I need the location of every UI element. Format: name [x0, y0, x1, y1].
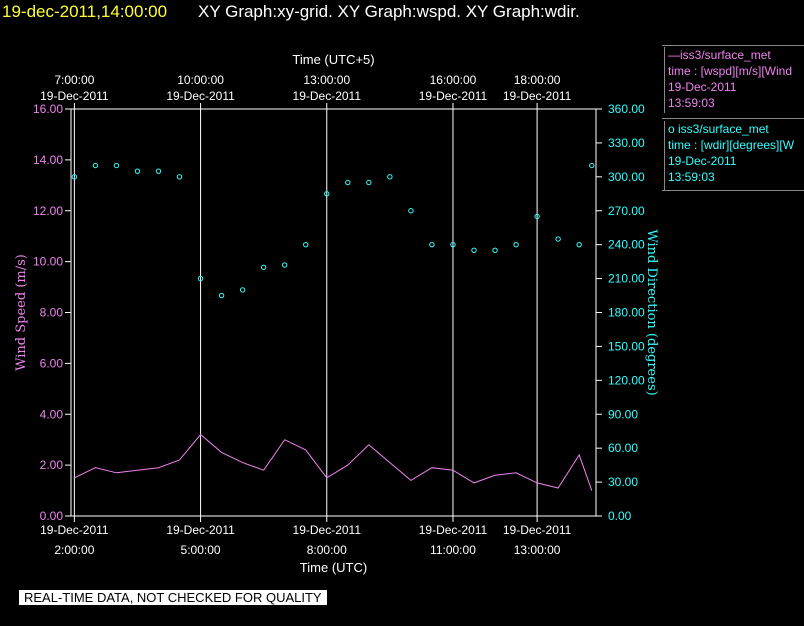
top-tick-date: 19-Dec-2011	[40, 89, 109, 103]
top-tick-time: 7:00:00	[54, 73, 94, 87]
right-tick-label: 60.00	[608, 441, 638, 455]
right-tick-label: 330.00	[608, 136, 645, 150]
top-tick-date: 19-Dec-2011	[503, 89, 572, 103]
series-point-wdir	[589, 162, 595, 169]
top-tick-time: 10:00:00	[177, 73, 224, 87]
right-tick-label: 360.00	[608, 102, 645, 116]
bottom-tick-time: 2:00:00	[54, 543, 94, 557]
legend-wspd-date: 19-Dec-2011	[668, 80, 737, 94]
legend-wdir-date: 19-Dec-2011	[668, 154, 737, 168]
series-point-wdir	[387, 174, 393, 180]
right-tick-label: 150.00	[608, 339, 645, 353]
left-tick-label: 0.00	[40, 509, 64, 523]
bottom-tick-time: 11:00:00	[430, 543, 476, 557]
series-point-wdir	[450, 241, 456, 248]
legend-wspd-line: —iss3/surface_met	[668, 48, 771, 62]
right-tick-label: 90.00	[608, 407, 638, 421]
right-tick-label: 210.00	[608, 272, 645, 286]
series-point-wdir	[218, 292, 225, 299]
legend-wdir-time: time : [wdir][degrees][W	[668, 138, 795, 152]
series-point-wdir	[471, 247, 477, 254]
series-point-wdir	[197, 275, 204, 282]
left-axis-title: Wind Speed (m/s)	[14, 254, 29, 371]
top-tick-date: 19-Dec-2011	[166, 89, 235, 103]
series-point-wdir	[324, 191, 330, 197]
bottom-axis-title: Time (UTC)	[300, 560, 367, 575]
right-tick-label: 180.00	[608, 306, 645, 320]
bottom-tick-date: 19-Dec-2011	[419, 523, 488, 537]
series-line-wspd	[74, 433, 593, 491]
top-tick-date: 19-Dec-2011	[293, 89, 362, 103]
series-point-wdir	[345, 179, 351, 186]
right-axis-title: Wind Direction (degrees)	[644, 229, 659, 395]
top-tick-date: 19-Dec-2011	[419, 89, 488, 103]
series-point-wdir	[260, 264, 267, 270]
left-tick-label: 16.00	[33, 102, 63, 116]
right-tick-label: 120.00	[608, 373, 645, 387]
plot-frame	[70, 108, 597, 517]
legend-wdir-line: o iss3/surface_met	[668, 122, 769, 136]
right-tick-label: 30.00	[608, 475, 638, 489]
left-tick-label: 12.00	[33, 204, 63, 218]
right-tick-label: 300.00	[608, 170, 645, 184]
bottom-tick-date: 19-Dec-2011	[40, 523, 109, 537]
legend-wdir-clock: 13:59:03	[668, 170, 715, 184]
legend-wspd[interactable]: —iss3/surface_met time : [wspd][m/s][Win…	[662, 45, 804, 113]
legend-wspd-time: time : [wspd][m/s][Wind	[668, 64, 793, 78]
bottom-tick-time: 8:00:00	[307, 543, 347, 557]
legend-wdir[interactable]: o iss3/surface_met time : [wdir][degrees…	[662, 118, 804, 191]
top-axis-title: Time (UTC+5)	[292, 52, 374, 67]
series-point-wdir	[492, 247, 498, 254]
series-point-wdir	[576, 241, 582, 248]
left-tick-label: 10.00	[33, 255, 63, 269]
left-tick-label: 2.00	[40, 458, 64, 472]
series-point-wdir	[534, 213, 540, 220]
series-point-wdir	[155, 168, 162, 174]
series-point-wdir	[555, 236, 561, 242]
left-tick-label: 8.00	[40, 306, 64, 320]
series-point-wdir	[366, 179, 372, 186]
top-tick-time: 13:00:00	[303, 73, 350, 87]
series-point-wdir	[513, 241, 519, 248]
bottom-tick-date: 19-Dec-2011	[293, 523, 362, 537]
left-tick-label: 14.00	[33, 153, 63, 167]
bottom-tick-date: 19-Dec-2011	[503, 523, 572, 537]
series-point-wdir	[176, 174, 183, 180]
header-timestamp: 19-dec-2011,14:00:00	[2, 2, 168, 21]
series-point-wdir	[92, 162, 99, 169]
series-point-wdir	[303, 241, 309, 248]
bottom-tick-time: 5:00:00	[181, 543, 221, 557]
series-point-wdir	[113, 162, 120, 169]
series-point-wdir	[239, 287, 246, 293]
series-point-wdir	[429, 241, 435, 248]
bottom-tick-date: 19-Dec-2011	[166, 523, 235, 537]
header-titles: XY Graph:xy-grid. XY Graph:wspd. XY Grap…	[198, 2, 580, 21]
quality-note: REAL-TIME DATA, NOT CHECKED FOR QUALITY	[19, 590, 327, 605]
series-point-wdir	[71, 174, 78, 180]
left-tick-label: 6.00	[40, 356, 64, 370]
left-tick-label: 4.00	[40, 407, 64, 421]
series-point-wdir	[408, 208, 414, 214]
bottom-tick-time: 13:00:00	[514, 543, 561, 557]
series-point-wdir	[282, 262, 288, 268]
top-tick-time: 16:00:00	[430, 73, 477, 87]
right-tick-label: 270.00	[608, 204, 645, 218]
legend-wspd-clock: 13:59:03	[668, 96, 715, 110]
top-tick-time: 18:00:00	[514, 73, 561, 87]
series-point-wdir	[134, 168, 141, 174]
right-tick-label: 240.00	[608, 238, 645, 252]
right-tick-label: 0.00	[608, 509, 632, 523]
